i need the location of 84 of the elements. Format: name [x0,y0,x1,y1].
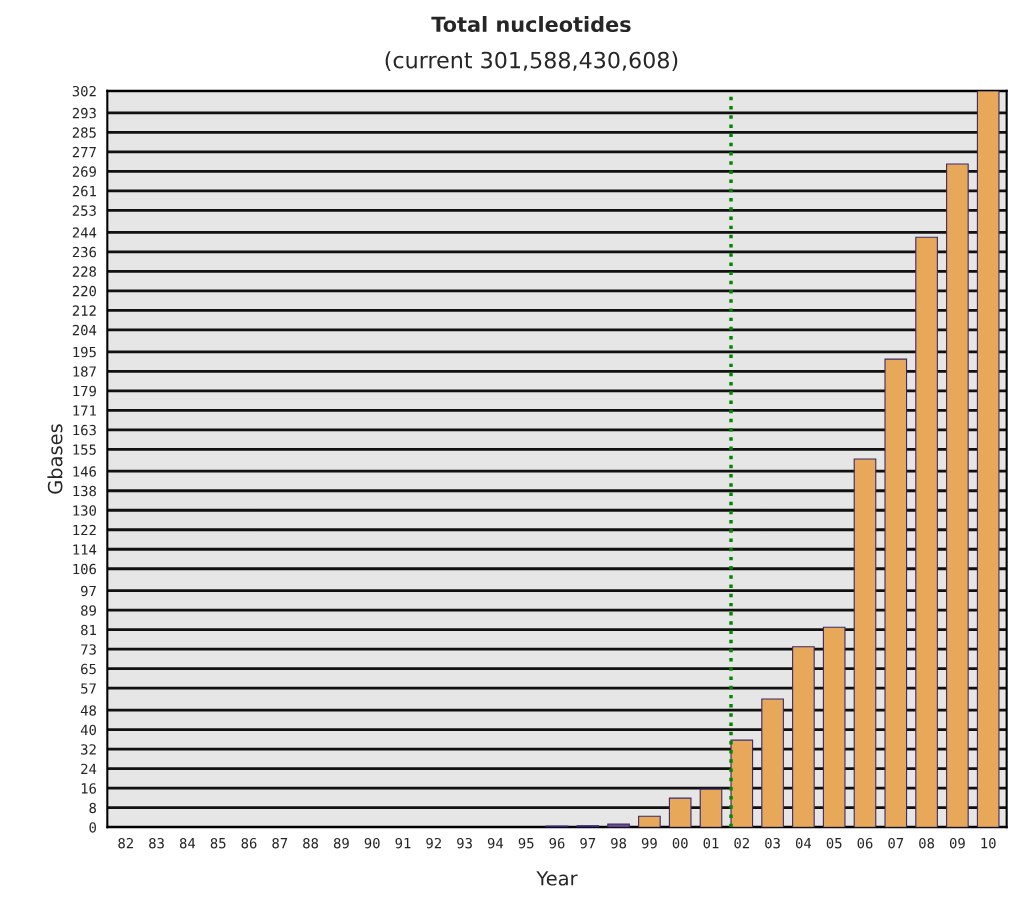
y-tick-label: 0 [89,822,96,833]
x-tick-label: 83 [149,837,164,849]
y-tick-label: 228 [72,266,97,277]
bar [730,739,754,828]
x-tick-label: 94 [487,837,504,849]
y-tick-label: 155 [73,444,96,455]
x-tick-label: 06 [857,837,873,849]
y-tick-label: 277 [72,146,96,158]
y-tick-label: 138 [73,485,97,497]
x-tick-label: 04 [795,837,812,849]
x-tick-label: 97 [580,837,596,849]
x-tick-label: 05 [826,837,842,849]
x-tick-label: 09 [949,837,965,849]
y-tick-label: 130 [73,505,96,516]
y-tick-label: 187 [73,366,96,377]
x-tick-label: 89 [333,837,349,849]
y-tick-label: 293 [72,107,96,119]
chart-subtitle: (current 301,588,430,608) [385,51,678,72]
y-tick-label: 24 [81,763,97,774]
x-tick-label: 99 [641,837,657,849]
y-tick-label: 171 [73,405,96,416]
x-axis-title: Year [536,871,578,886]
y-tick-label: 73 [81,644,96,655]
bar [761,698,784,828]
x-tick-label: 86 [241,837,257,849]
y-tick-label: 179 [73,385,96,397]
y-tick-label: 57 [81,683,96,694]
bar [884,358,908,828]
x-tick-label: 00 [672,837,688,849]
bar [915,236,938,828]
x-tick-label: 03 [765,837,780,849]
y-tick-label: 236 [72,246,96,258]
bar [699,788,723,828]
y-tick-label: 97 [81,585,96,597]
bar [607,823,630,828]
y-tick-label: 89 [81,605,96,616]
y-tick-label: 16 [81,783,96,794]
y-tick-label: 163 [73,424,96,436]
y-tick-label: 65 [81,663,96,675]
y-tick-label: 244 [72,227,97,238]
y-tick-label: 220 [72,285,96,297]
y-tick-label: 32 [81,744,96,755]
y-tick-label: 81 [81,624,96,636]
bar [668,797,692,828]
y-tick-label: 114 [73,544,97,555]
y-tick-label: 285 [72,127,96,138]
y-tick-label: 106 [73,563,96,575]
y-tick-label: 40 [80,724,96,736]
y-tick-label: 253 [72,205,96,216]
bar [822,626,846,828]
x-tick-label: 96 [549,837,565,849]
x-tick-label: 85 [210,837,226,849]
bar [946,163,969,828]
bar [792,646,815,828]
y-tick-label: 269 [72,166,96,177]
y-tick-label: 302 [72,85,96,97]
bar [976,90,1000,828]
x-tick-label: 88 [303,837,319,849]
bar [853,458,877,828]
y-tick-label: 146 [73,466,96,477]
y-tick-label: 261 [72,185,96,197]
x-tick-label: 90 [364,837,380,849]
chart-title: Total nucleotides [431,15,631,33]
x-tick-label: 98 [611,837,627,849]
x-tick-label: 08 [919,837,935,849]
x-tick-label: 95 [518,837,534,849]
x-tick-label: 93 [457,837,472,849]
x-tick-label: 92 [426,837,441,849]
bar [638,815,661,828]
x-tick-label: 82 [118,837,133,849]
x-tick-label: 02 [734,837,749,849]
y-axis-title: Gbases [47,424,63,494]
y-tick-label: 122 [73,524,96,536]
y-tick-label: 204 [72,324,97,336]
x-tick-label: 87 [272,837,288,849]
y-tick-label: 8 [89,802,97,814]
x-tick-label: 84 [179,837,196,849]
y-tick-label: 195 [73,346,96,358]
x-tick-label: 10 [981,837,996,849]
x-tick-label: 01 [703,837,719,849]
x-tick-label: 91 [395,837,411,849]
y-tick-label: 212 [72,305,96,316]
x-tick-label: 07 [888,837,904,849]
y-tick-label: 48 [80,705,97,716]
